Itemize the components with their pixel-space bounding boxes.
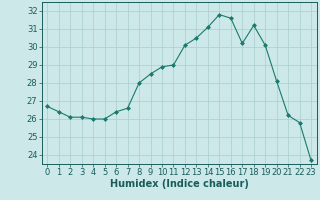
X-axis label: Humidex (Indice chaleur): Humidex (Indice chaleur) — [110, 179, 249, 189]
